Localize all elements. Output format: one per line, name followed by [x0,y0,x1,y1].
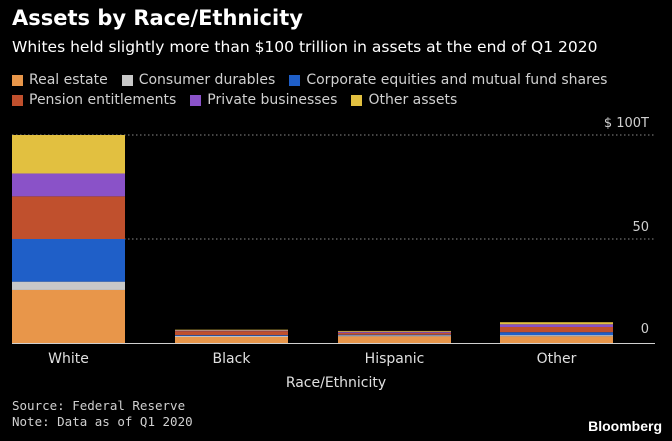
bar-segment-white-0 [12,289,125,343]
legend-row-1: Real estate Consumer durables Corporate … [12,70,652,90]
legend-row-2: Pension entitlements Private businesses … [12,90,652,110]
bar-segment-hispanic-0 [338,336,451,343]
legend-label: Consumer durables [138,72,276,88]
bar-segment-white-3 [12,196,125,239]
legend: Real estate Consumer durables Corporate … [12,70,652,110]
bar-segment-hispanic-2 [338,334,451,336]
legend-swatch [289,74,301,86]
legend-label: Other assets [368,92,458,108]
bar-segment-hispanic-5 [338,330,451,332]
legend-swatch [190,94,202,106]
bar-segment-black-0 [175,336,288,343]
legend-item-other-assets: Other assets [351,92,457,108]
bar-segment-white-4 [12,173,125,197]
bar-segment-black-1 [175,335,288,337]
bar-segment-hispanic-4 [338,331,451,333]
data-note: Note: Data as of Q1 2020 [12,414,193,429]
x-tick-label: Other [537,351,577,367]
bar-segment-other-2 [500,332,613,336]
bar-segment-black-4 [175,330,288,332]
chart-subtitle: Whites held slightly more than $100 tril… [12,38,598,56]
bar-segment-white-2 [12,239,125,282]
legend-item-corporate-equities: Corporate equities and mutual fund share… [289,72,607,88]
legend-item-consumer-durables: Consumer durables [121,72,276,88]
bar-segment-white-5 [12,135,125,174]
bar-segment-black-3 [175,331,288,336]
source-note: Source: Federal Reserve [12,398,186,413]
legend-swatch [351,94,363,106]
legend-item-private-businesses: Private businesses [190,92,337,108]
x-axis-title: Race/Ethnicity [286,375,386,391]
bar-segment-hispanic-1 [338,335,451,337]
bar-segment-white-1 [12,281,125,290]
bar-segment-black-5 [175,329,288,331]
bar-segment-black-2 [175,335,288,336]
bar-segment-other-3 [500,326,613,333]
legend-label: Private businesses [207,92,338,108]
footer: Source: Federal Reserve Note: Data as of… [12,398,193,430]
chart-title: Assets by Race/Ethnicity [12,6,303,30]
bar-segment-other-1 [500,335,613,337]
legend-label: Real estate [29,72,108,88]
bar-segment-other-0 [500,336,613,343]
legend-swatch [12,94,23,106]
legend-swatch [121,74,133,86]
bar-segment-other-4 [500,324,613,327]
x-tick-label: Hispanic [365,351,425,367]
legend-label: Pension entitlements [29,92,177,108]
bloomberg-logo: Bloomberg [588,418,662,434]
legend-label: Corporate equities and mutual fund share… [306,72,608,88]
bar-segment-other-5 [500,322,613,325]
legend-swatch [12,74,23,86]
bar-segment-hispanic-3 [338,332,451,335]
x-tick-label: Black [213,351,252,367]
y-tick-label: $ 100T [604,116,649,131]
x-tick-label: White [48,351,89,367]
legend-item-pension-entitlements: Pension entitlements [12,92,176,108]
legend-item-real-estate: Real estate [12,72,108,88]
y-tick-label: 0 [641,322,649,337]
y-tick-label: 50 [632,220,649,235]
